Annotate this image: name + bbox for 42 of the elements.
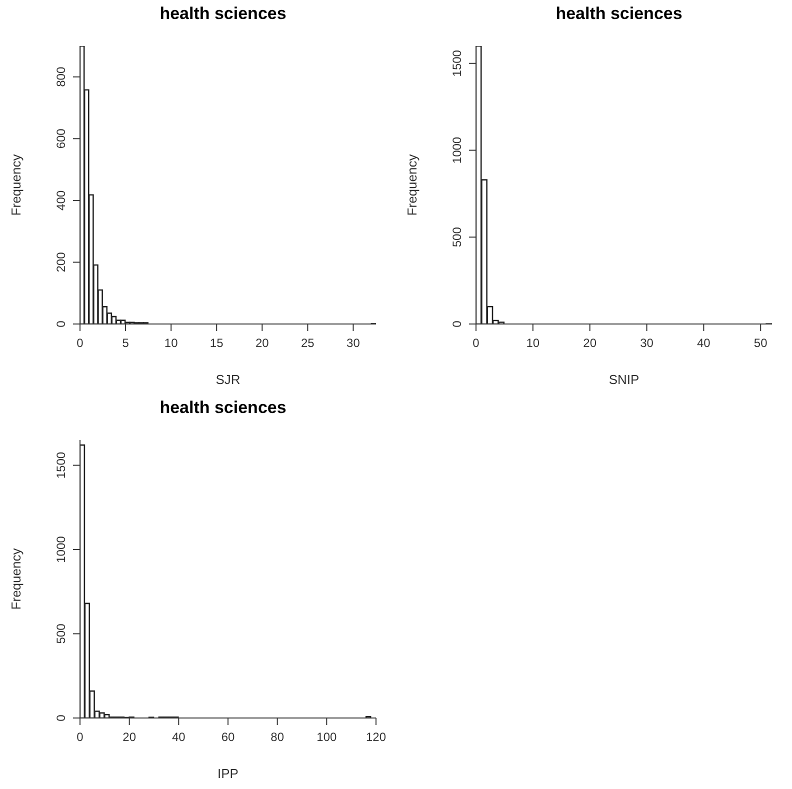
x-tick-label: 0 [472, 336, 480, 350]
chart-title: health sciences [158, 3, 288, 25]
x-tick-label: 60 [221, 730, 235, 744]
y-tick-label: 0 [54, 320, 68, 328]
y-tick-label: 400 [54, 190, 68, 210]
chart-title: health sciences [158, 397, 288, 419]
y-axis-title: Frequency [404, 154, 420, 216]
x-tick-label: 20 [122, 730, 136, 744]
y-axis-title: Frequency [8, 548, 24, 610]
y-axis-title: Frequency [8, 154, 24, 216]
x-tick-label: 30 [640, 336, 654, 350]
x-tick-label: 40 [172, 730, 186, 744]
y-tick-label: 0 [54, 714, 68, 722]
x-tick-label: 0 [76, 336, 84, 350]
x-tick-label: 40 [697, 336, 711, 350]
x-tick-label: 120 [366, 730, 386, 744]
y-tick-label: 1000 [450, 136, 464, 164]
y-tick-label: 1500 [54, 452, 68, 479]
x-tick-label: 50 [754, 336, 768, 350]
x-tick-label: 10 [526, 336, 540, 350]
x-tick-label: 10 [164, 336, 178, 350]
x-tick-label: 20 [255, 336, 270, 350]
y-tick-label: 1500 [450, 50, 464, 77]
y-tick-label: 500 [450, 226, 464, 248]
y-tick-label: 500 [54, 623, 68, 644]
y-tick-label: 0 [450, 320, 464, 328]
x-axis-title: IPP [218, 766, 238, 781]
x-tick-label: 80 [270, 730, 284, 744]
x-tick-label: 30 [346, 336, 360, 350]
x-tick-label: 100 [316, 730, 337, 744]
x-tick-label: 5 [122, 336, 130, 350]
x-axis-title: SNIP [608, 372, 640, 387]
x-tick-label: 15 [210, 336, 224, 350]
x-tick-label: 0 [76, 730, 84, 744]
x-tick-label: 20 [583, 336, 597, 350]
x-tick-label: 25 [301, 336, 315, 350]
y-tick-label: 1000 [54, 536, 68, 563]
x-axis-title: SJR [216, 372, 240, 387]
chart-title: health sciences [554, 3, 684, 25]
y-tick-label: 800 [54, 66, 68, 87]
y-tick-label: 600 [54, 128, 68, 149]
y-tick-label: 200 [54, 252, 68, 272]
